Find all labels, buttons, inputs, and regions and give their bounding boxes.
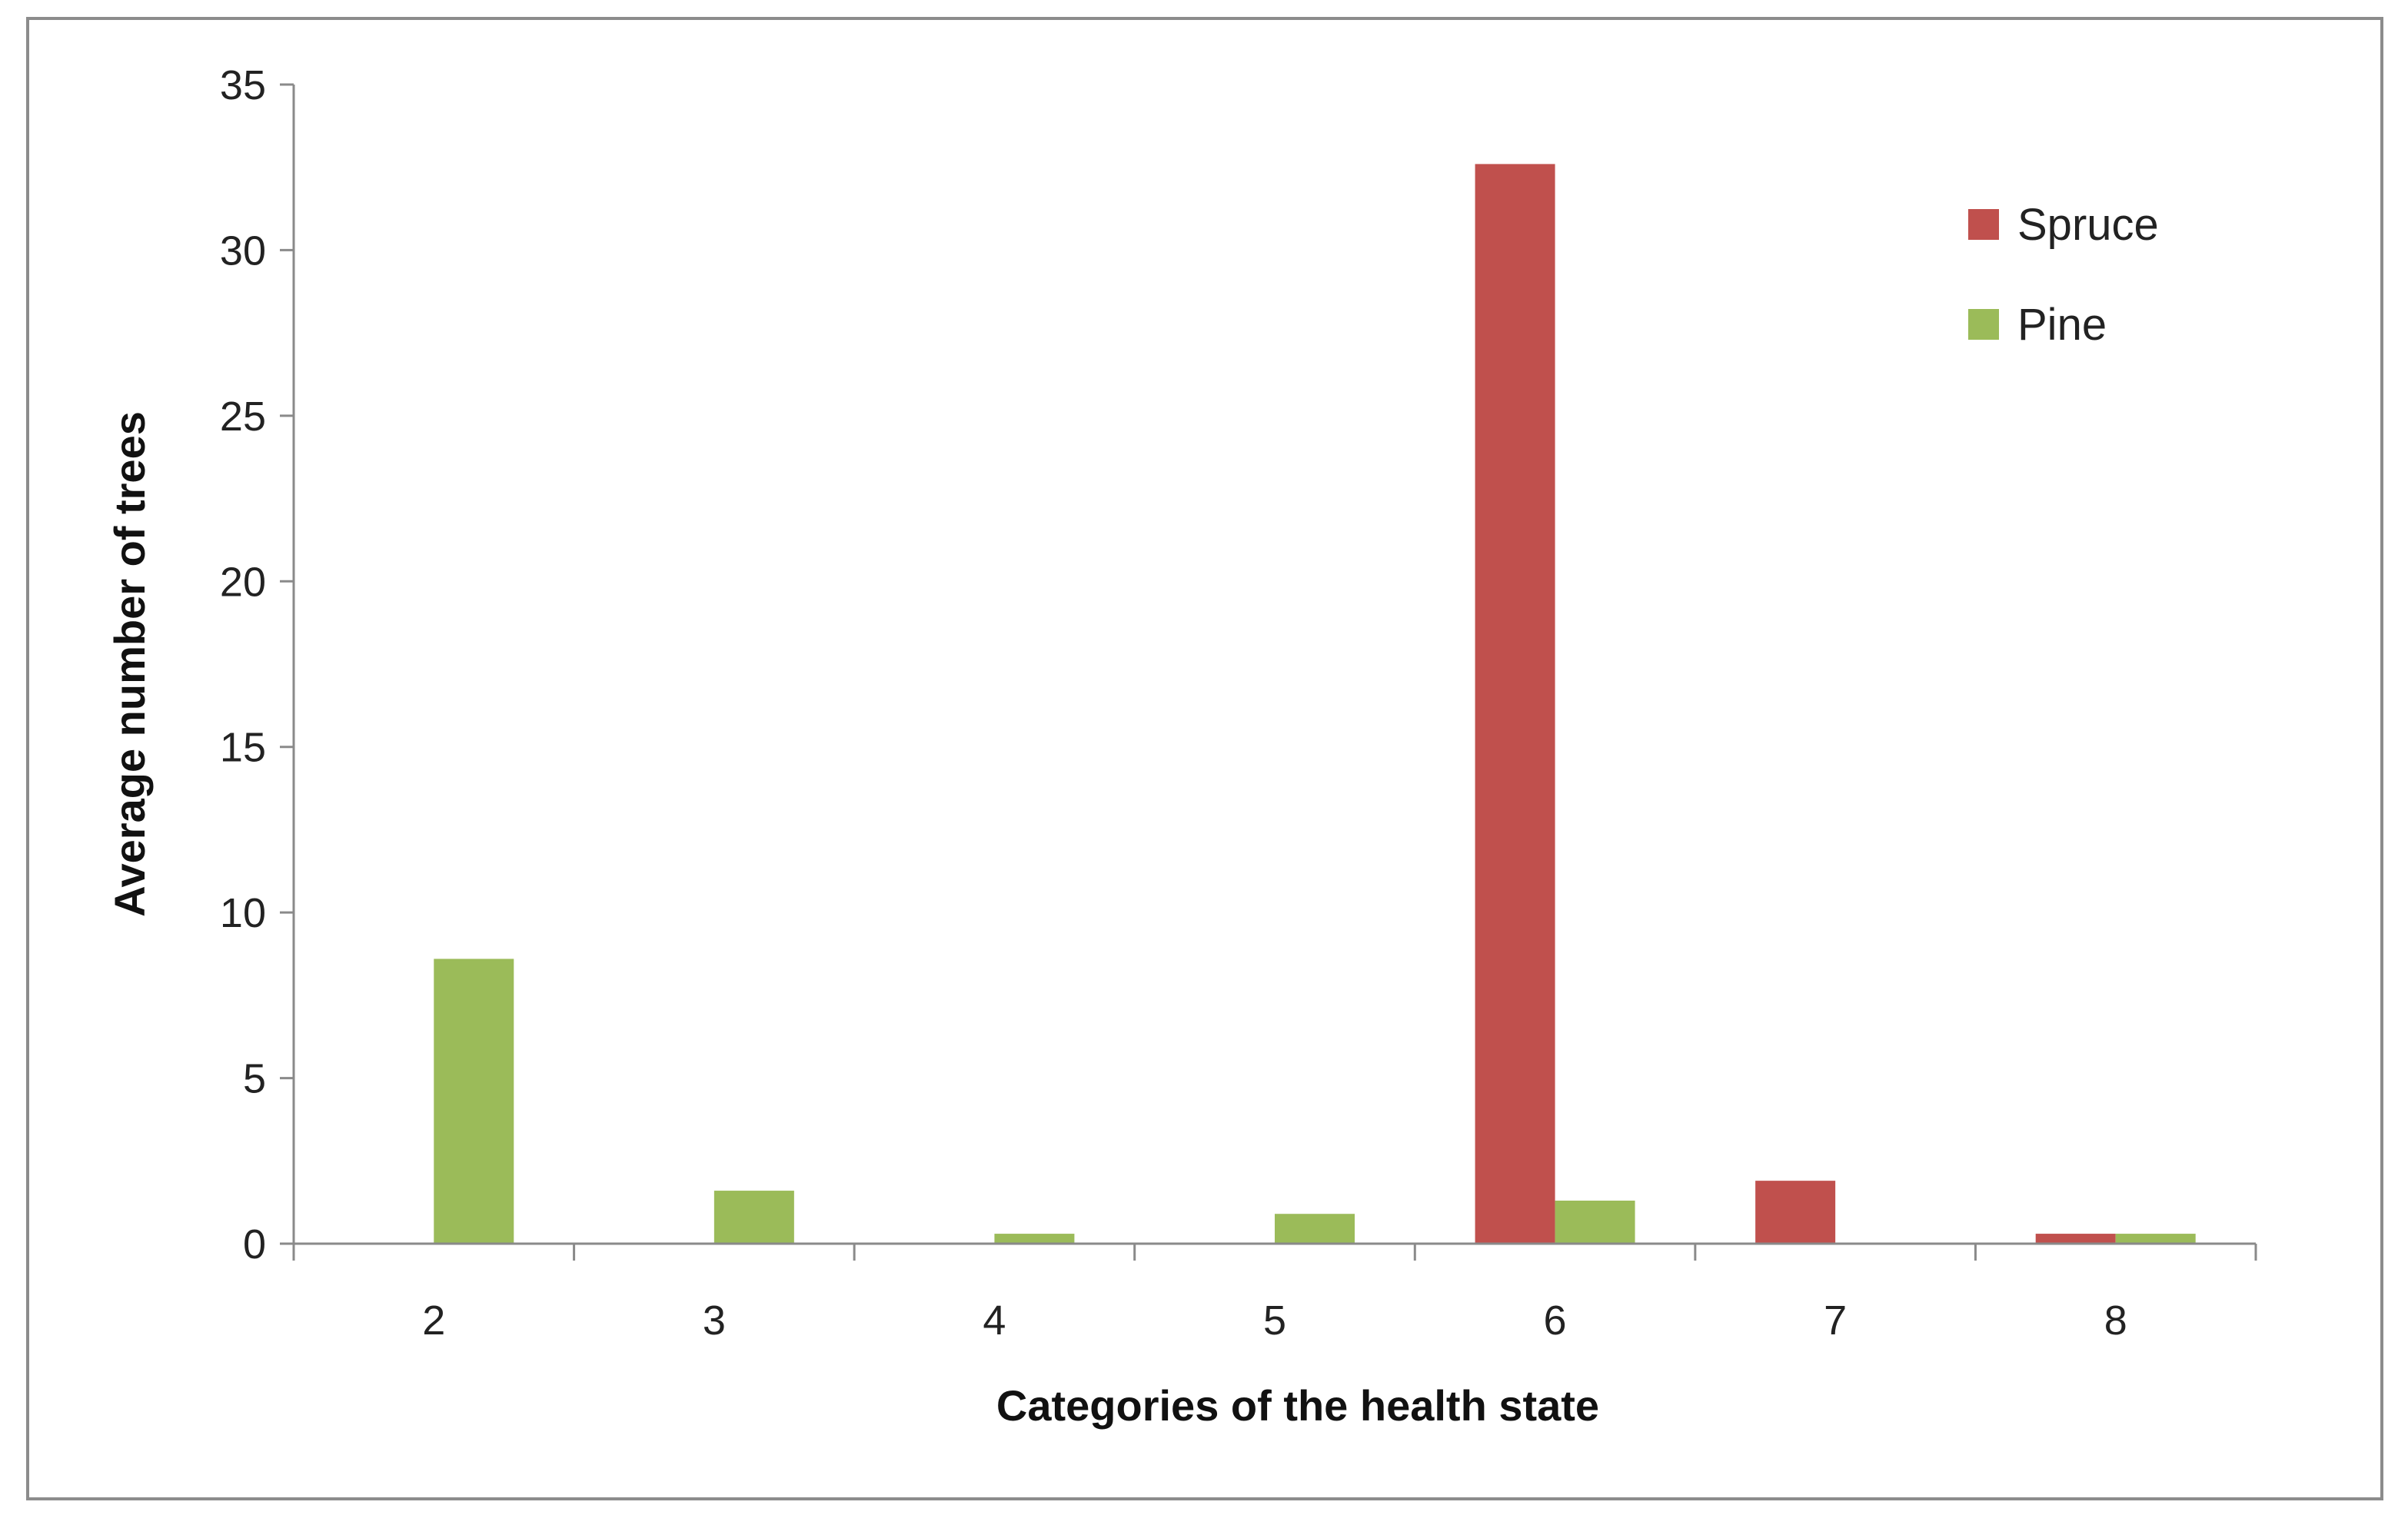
bar-chart: 0 5 10 15 20 25 30 35 2 3 4 5 6 7 8 Categories of the… bbox=[105, 62, 2257, 1430]
y-tick-label: 25 bbox=[220, 394, 266, 440]
bar-spruce-7 bbox=[1755, 1181, 1836, 1244]
y-tick-label: 20 bbox=[220, 559, 266, 605]
x-tick-label: 7 bbox=[1824, 1297, 1847, 1344]
y-tick-label: 5 bbox=[243, 1056, 266, 1102]
x-tick-label: 3 bbox=[703, 1297, 726, 1344]
legend: Spruce Pine bbox=[1968, 200, 2159, 350]
y-tick-label: 0 bbox=[243, 1221, 266, 1268]
y-axis-ticks: 0 5 10 15 20 25 30 35 bbox=[220, 62, 294, 1268]
y-tick-label: 35 bbox=[220, 62, 266, 108]
x-tick-label: 5 bbox=[1263, 1297, 1286, 1344]
bar-pine-5 bbox=[1275, 1214, 1355, 1244]
x-tick-label: 4 bbox=[983, 1297, 1006, 1344]
y-tick-label: 15 bbox=[220, 725, 266, 771]
legend-label-spruce: Spruce bbox=[2017, 200, 2159, 250]
x-tick-label: 8 bbox=[2104, 1297, 2127, 1344]
y-tick-label: 10 bbox=[220, 890, 266, 936]
x-axis-title: Categories of the health state bbox=[996, 1381, 1599, 1430]
bar-spruce-6 bbox=[1475, 164, 1555, 1244]
x-tick-label: 6 bbox=[1544, 1297, 1567, 1344]
bars bbox=[434, 164, 2196, 1244]
bar-spruce-8 bbox=[2035, 1234, 2116, 1244]
x-tick-label: 2 bbox=[422, 1297, 445, 1344]
x-axis-ticks: 2 3 4 5 6 7 8 bbox=[292, 1244, 2257, 1344]
legend-swatch-spruce bbox=[1968, 209, 1999, 240]
bar-pine-6 bbox=[1555, 1200, 1635, 1244]
chart-frame: 0 5 10 15 20 25 30 35 2 3 4 5 6 7 8 Categories of the… bbox=[26, 17, 2383, 1500]
bar-pine-3 bbox=[713, 1191, 794, 1244]
bar-pine-2 bbox=[434, 959, 514, 1244]
legend-swatch-pine bbox=[1968, 309, 1999, 340]
y-axis-title: Average number of trees bbox=[105, 411, 154, 917]
bar-pine-8 bbox=[2115, 1234, 2196, 1244]
legend-label-pine: Pine bbox=[2017, 300, 2107, 350]
bar-pine-4 bbox=[994, 1234, 1075, 1244]
y-tick-label: 30 bbox=[220, 228, 266, 274]
